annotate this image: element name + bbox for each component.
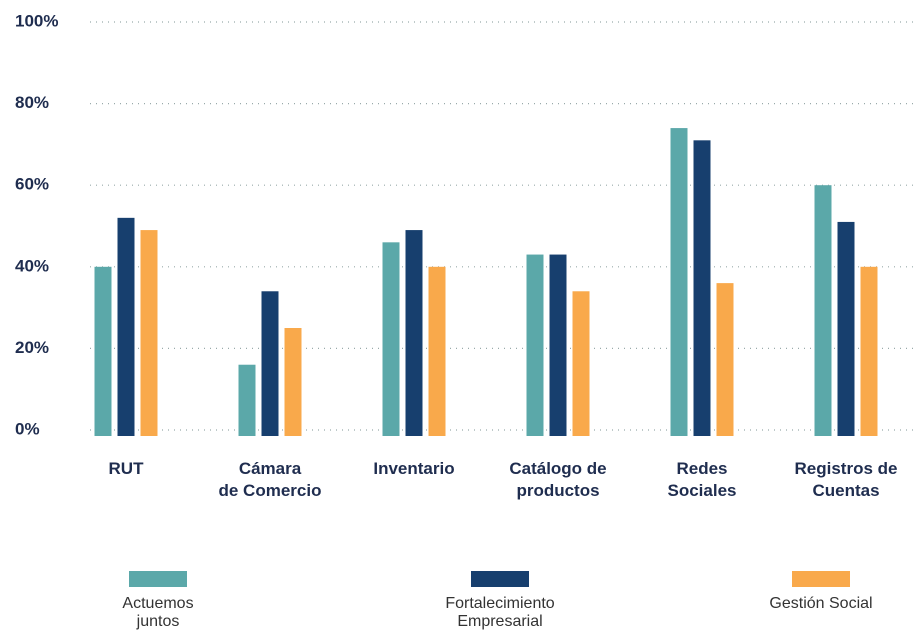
y-tick-label: 80% (15, 93, 49, 112)
y-tick-label: 0% (15, 419, 40, 438)
y-tick-label: 100% (15, 11, 58, 30)
legend-label: Fortalecimiento Empresarial (445, 595, 554, 630)
x-tick-label: Catálogo de productos (509, 459, 606, 500)
bar (140, 230, 158, 436)
bar (814, 185, 832, 436)
bar (94, 266, 112, 436)
bar (837, 221, 855, 436)
bar (117, 217, 135, 436)
bar (405, 230, 423, 436)
legend-label: Actuemos juntos (122, 595, 193, 630)
x-tick-label: RUT (109, 459, 145, 478)
bar (572, 291, 590, 436)
bar (526, 254, 544, 436)
y-tick-label: 40% (15, 256, 49, 275)
bar (261, 291, 279, 436)
y-tick-label: 20% (15, 338, 49, 357)
bar (670, 128, 688, 436)
x-tick-label: Cámara de Comercio (219, 459, 322, 500)
x-tick-label: Inventario (373, 459, 454, 478)
bar (693, 140, 711, 436)
legend-swatch (792, 571, 850, 587)
bar (716, 283, 734, 436)
y-tick-label: 60% (15, 175, 49, 194)
bar (284, 328, 302, 436)
legend-label: Gestión Social (769, 595, 872, 612)
bar (860, 266, 878, 436)
bar (382, 242, 400, 436)
bar (428, 266, 446, 436)
x-tick-label: Redes Sociales (668, 459, 737, 500)
bar (549, 254, 567, 436)
legend-swatch (129, 571, 187, 587)
x-tick-label: Registros de Cuentas (795, 459, 898, 500)
legend-swatch (471, 571, 529, 587)
bar (238, 364, 256, 436)
